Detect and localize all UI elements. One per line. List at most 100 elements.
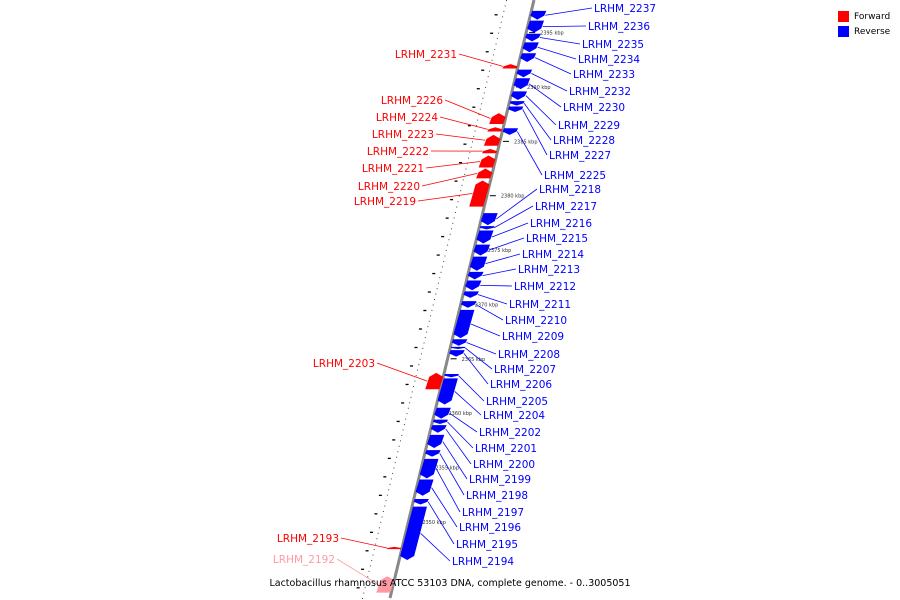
gene-label: LRHM_2214 [522,249,584,261]
gene-arrow [437,378,458,405]
track-dot [373,549,375,551]
gene-label: LRHM_2227 [549,150,611,162]
legend-item-reverse: Reverse [838,24,890,39]
gene-label: LRHM_2195 [456,539,518,551]
track-dot [436,288,438,290]
legend-label-reverse: Reverse [854,26,891,37]
gene-arrow [400,506,427,560]
gene-label: LRHM_2202 [479,427,541,439]
gene-arrow [415,479,434,496]
track-dot [502,16,504,18]
gene-label: LRHM_2209 [502,331,564,343]
track-dot [390,478,392,480]
label-leader-line [485,253,521,265]
track-dot [402,429,404,431]
track-dot [504,5,506,7]
label-leader-line [528,83,562,108]
track-dot [416,369,418,371]
gene-label: LRHM_2201 [475,443,537,455]
gene-label: LRHM_2211 [509,299,571,311]
label-leader-line [466,342,497,355]
axis-minor-tick [427,291,431,293]
track-dot [422,347,424,349]
track-dot [418,364,420,366]
track-dot [371,559,373,561]
track-dot [384,505,386,507]
gene-label: LRHM_2216 [530,218,592,230]
track-dot [439,277,441,279]
axis-tick-label: 2390 kbp [527,85,551,91]
label-leader-line [447,421,474,449]
gene-arrow [482,148,498,154]
label-leader-line [435,468,461,513]
axis-minor-tick [481,69,485,71]
label-leader-line [458,53,504,67]
track-dot [465,168,467,170]
label-leader-line [531,73,568,92]
gene-arrow [386,546,402,550]
label-leader-line [435,133,486,141]
axis-minor-tick [410,365,414,367]
gene-arrow [450,346,466,350]
label-leader-line [539,37,581,45]
label-leader-line [475,304,504,321]
axis-minor-tick [365,550,369,552]
track-dot [377,532,379,534]
gene-label: LRHM_2233 [573,69,635,81]
gene-label: LRHM_2197 [462,507,524,519]
track-dot [506,0,507,1]
gene-arrow [480,213,498,226]
track-dot [448,239,450,241]
gene-arrow [449,350,465,357]
axis-minor-tick [467,125,471,127]
track-dot [462,179,464,181]
gene-arrow [425,372,444,390]
track-dot [495,43,497,45]
legend-item-forward: Forward [838,9,890,24]
axis-minor-tick [485,51,489,53]
track-dot [398,445,400,447]
label-leader-line [480,285,513,287]
track-dot [478,114,480,116]
track-dot [466,163,468,165]
label-leader-line [425,161,481,169]
gene-label: LRHM_2235 [582,39,644,51]
gene-arrow [476,168,493,179]
label-leader-line [427,501,455,545]
gene-arrow [444,374,459,378]
gene-arrow [413,499,429,505]
gene-label: LRHM_2218 [539,184,601,196]
gene-arrow [467,271,484,280]
legend-swatch-forward [838,11,849,22]
gene-label: LRHM_2207 [494,364,556,376]
gene-label: LRHM_2203 [313,358,375,370]
track-dot [451,228,453,230]
genome-axis [388,0,536,599]
track-dot [405,418,407,420]
gene-label: LRHM_2234 [578,54,640,66]
gene-label: LRHM_2204 [483,410,545,422]
gene-arrow [465,280,482,291]
axis-minor-tick [432,272,436,275]
axis-tick-label: 2350 kbp [422,520,446,526]
track-dot [389,483,391,485]
gene-label: LRHM_2192 [273,554,335,566]
track-dot [491,59,493,61]
axis-minor-tick [414,346,418,349]
gene-arrow [427,434,445,448]
track-dot [454,212,456,214]
track-dot [393,467,395,469]
track-dot [473,135,475,137]
axis-minor-tick [374,513,378,515]
track-dot [453,217,455,219]
label-leader-line [488,237,525,251]
label-leader-line [542,25,587,28]
track-dot [485,86,487,88]
gene-label: LRHM_2200 [473,459,535,471]
track-dot [369,565,371,567]
gene-label: LRHM_2219 [354,196,416,208]
label-leader-line [523,103,552,141]
track-dot [367,576,369,578]
axis-tick-label: 2380 kbp [501,194,525,200]
